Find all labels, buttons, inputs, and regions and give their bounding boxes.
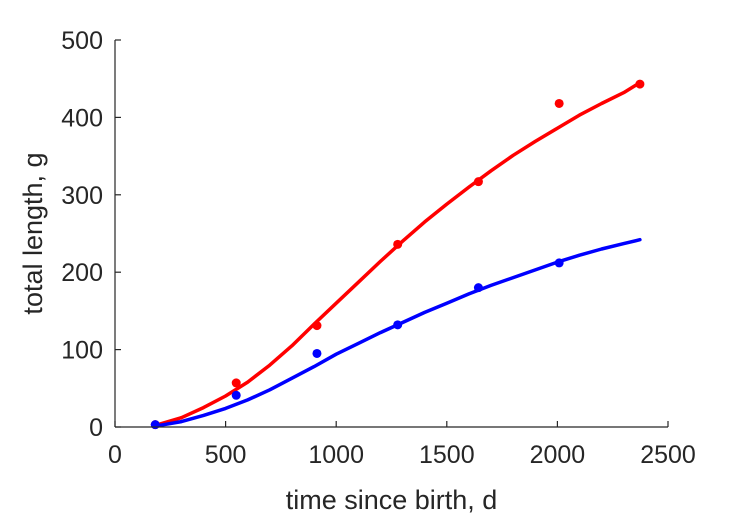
x-tick-label: 2000 — [530, 441, 586, 469]
y-tick-label: 500 — [61, 27, 103, 55]
data-point — [554, 98, 564, 108]
x-ticks: 0 500 1000 1500 2000 2500 — [108, 421, 696, 469]
data-point — [554, 258, 564, 268]
y-tick-label: 100 — [61, 337, 103, 365]
data-point — [231, 378, 241, 388]
x-tick-label: 500 — [205, 441, 247, 469]
y-ticks: 0 100 200 300 400 500 — [61, 27, 121, 442]
series-0 — [150, 79, 645, 430]
x-tick-label: 2500 — [640, 441, 696, 469]
data-point — [231, 390, 241, 400]
x-tick-label: 1500 — [419, 441, 475, 469]
data-point — [393, 320, 403, 330]
y-tick-label: 0 — [89, 414, 103, 442]
plot-area — [150, 79, 645, 430]
y-axis-label: total length, g — [18, 152, 48, 314]
data-point — [473, 283, 483, 293]
data-point — [473, 177, 483, 187]
data-point — [312, 348, 322, 358]
y-tick-label: 200 — [61, 259, 103, 287]
x-axis-label: time since birth, d — [286, 485, 498, 515]
data-point — [312, 321, 322, 331]
fit-line — [153, 237, 642, 428]
x-tick-label: 0 — [108, 441, 122, 469]
y-tick-label: 400 — [61, 104, 103, 132]
axes — [114, 40, 668, 428]
x-tick-label: 1000 — [308, 441, 364, 469]
data-point — [635, 79, 645, 89]
series-1 — [150, 237, 642, 430]
data-point — [393, 239, 403, 249]
data-point — [150, 420, 160, 430]
y-tick-label: 300 — [61, 182, 103, 210]
fit-line — [153, 80, 642, 428]
